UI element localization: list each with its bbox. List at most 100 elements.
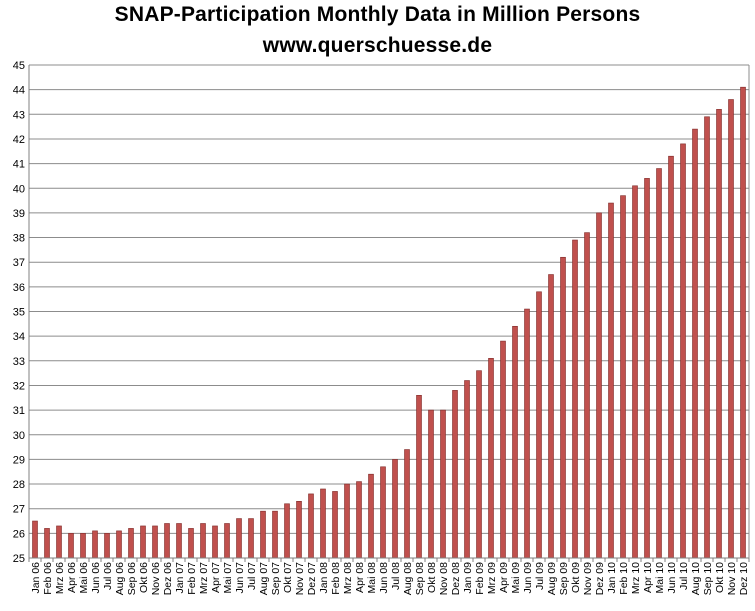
x-tick-label: Jan 08 — [318, 562, 330, 594]
x-tick-label: Apr 10 — [642, 562, 654, 593]
x-tick-label: Feb 08 — [330, 562, 342, 595]
chart-subtitle: www.querschuesse.de — [262, 34, 493, 57]
bar — [128, 528, 134, 559]
x-tick-label: Mrz 08 — [342, 562, 354, 594]
x-tick-label: Mai 07 — [222, 562, 234, 594]
y-tick-label: 36 — [13, 282, 25, 294]
bar — [356, 481, 362, 559]
y-tick-label: 25 — [13, 553, 25, 565]
bar — [140, 525, 146, 559]
bar — [536, 291, 542, 559]
bar — [284, 503, 290, 559]
y-tick-label: 32 — [13, 380, 25, 392]
x-tick-label: Jan 09 — [462, 562, 474, 594]
bar — [320, 488, 326, 559]
y-tick-label: 26 — [13, 528, 25, 540]
bar — [176, 523, 182, 559]
x-tick-label: Mrz 09 — [486, 562, 498, 594]
bar — [524, 308, 530, 559]
y-tick-label: 28 — [13, 479, 25, 491]
x-tick-label: Apr 08 — [354, 562, 366, 593]
x-tick-label: Nov 07 — [294, 562, 306, 595]
x-tick-label: Jun 09 — [522, 562, 534, 594]
bar — [308, 493, 314, 559]
x-tick-label: Jul 10 — [678, 562, 690, 590]
x-axis-labels: Jan 06 Feb 06 Mrz 06 Apr 06 Mai 06 Jun 06 Jul … — [30, 562, 750, 595]
y-tick-label: 33 — [13, 356, 25, 368]
x-tick-label: Dez 09 — [594, 562, 606, 595]
y-tick-label: 38 — [13, 233, 25, 245]
bar — [368, 473, 374, 559]
x-tick-label: Dez 08 — [450, 562, 462, 595]
bar — [80, 533, 86, 559]
x-tick-label: Sep 08 — [414, 562, 426, 595]
bar — [212, 525, 218, 559]
x-tick-label: Okt 07 — [282, 562, 294, 593]
x-tick-label: Apr 09 — [498, 562, 510, 593]
x-tick-label: Jul 07 — [246, 562, 258, 590]
bar — [716, 109, 722, 559]
bar — [236, 518, 242, 559]
bar — [488, 358, 494, 559]
bar — [728, 99, 734, 559]
x-tick-label: Apr 06 — [66, 562, 78, 593]
x-tick-label: Jan 10 — [606, 562, 618, 594]
bar — [680, 143, 686, 559]
x-tick-label: Mai 10 — [654, 562, 666, 594]
x-tick-label: Aug 10 — [690, 562, 702, 595]
x-tick-label: Jun 08 — [378, 562, 390, 594]
bar — [476, 370, 482, 559]
bar — [416, 395, 422, 559]
bar — [44, 528, 50, 559]
x-tick-label: Sep 06 — [126, 562, 138, 595]
y-tick-label: 37 — [13, 257, 25, 269]
x-tick-label: Jun 10 — [666, 562, 678, 594]
x-tick-label: Aug 06 — [114, 562, 126, 595]
bar — [152, 525, 158, 559]
x-tick-label: Okt 10 — [714, 562, 726, 593]
bar — [464, 380, 470, 559]
bar — [104, 533, 110, 559]
y-tick-label: 41 — [13, 159, 25, 171]
bar — [392, 459, 398, 559]
x-tick-label: Dez 07 — [306, 562, 318, 595]
x-tick-label: Jan 06 — [30, 562, 42, 594]
bar — [548, 274, 554, 559]
x-tick-label: Feb 07 — [186, 562, 198, 595]
x-tick-label: Jul 06 — [102, 562, 114, 590]
gridlines — [29, 64, 749, 559]
bar — [644, 178, 650, 559]
x-tick-label: Jun 07 — [234, 562, 246, 594]
bar — [68, 533, 74, 559]
bar — [512, 325, 518, 559]
x-tick-label: Nov 06 — [150, 562, 162, 595]
y-tick-label: 27 — [13, 504, 25, 516]
x-tick-label: Okt 09 — [570, 562, 582, 593]
x-tick-label: Mrz 06 — [54, 562, 66, 594]
x-tick-label: Feb 06 — [42, 562, 54, 595]
bar — [56, 525, 62, 559]
x-tick-label: Feb 10 — [618, 562, 630, 595]
x-tick-label: Aug 08 — [402, 562, 414, 595]
x-tick-label: Sep 09 — [558, 562, 570, 595]
bar — [248, 518, 254, 559]
y-tick-label: 34 — [13, 331, 25, 343]
x-tick-label: Okt 06 — [138, 562, 150, 593]
bar — [572, 239, 578, 559]
x-tick-label: Mrz 10 — [630, 562, 642, 594]
bar — [260, 510, 266, 559]
bar — [620, 195, 626, 559]
bar — [92, 530, 98, 559]
x-tick-label: Okt 08 — [426, 562, 438, 593]
bar — [380, 466, 386, 559]
bar — [656, 168, 662, 559]
x-tick-label: Feb 09 — [474, 562, 486, 595]
y-tick-label: 31 — [13, 405, 25, 417]
y-tick-label: 29 — [13, 454, 25, 466]
y-tick-label: 43 — [13, 109, 25, 121]
x-tick-label: Dez 10 — [738, 562, 750, 595]
x-tick-label: Nov 09 — [582, 562, 594, 595]
x-tick-label: Aug 09 — [546, 562, 558, 595]
bar — [32, 520, 38, 559]
bar — [224, 523, 230, 559]
